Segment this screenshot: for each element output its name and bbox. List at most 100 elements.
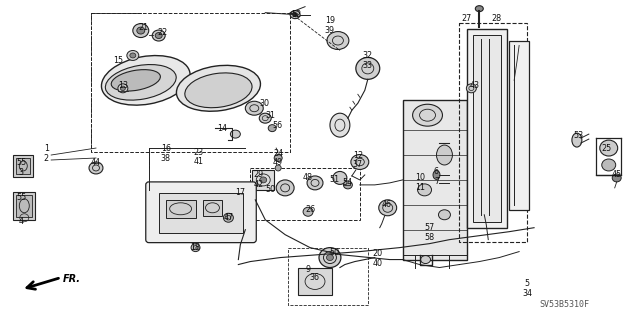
Text: 50: 50 — [265, 185, 275, 194]
Ellipse shape — [303, 207, 313, 216]
Text: 41: 41 — [193, 158, 204, 167]
Text: 44: 44 — [91, 159, 101, 167]
Ellipse shape — [326, 255, 333, 261]
Ellipse shape — [127, 50, 139, 60]
Ellipse shape — [260, 177, 267, 183]
Text: 33: 33 — [363, 61, 372, 70]
Text: 49: 49 — [273, 159, 284, 167]
Bar — [159, 193, 243, 233]
FancyBboxPatch shape — [146, 182, 256, 243]
Bar — [250, 168, 360, 220]
Ellipse shape — [118, 84, 128, 93]
Text: 20: 20 — [372, 249, 383, 258]
Bar — [252, 170, 274, 190]
Ellipse shape — [102, 56, 190, 105]
Ellipse shape — [290, 11, 300, 19]
Text: 52: 52 — [291, 10, 301, 19]
Text: 22: 22 — [157, 28, 168, 37]
Ellipse shape — [177, 65, 260, 111]
Bar — [460, 23, 527, 241]
Bar — [166, 200, 196, 218]
Ellipse shape — [111, 70, 161, 91]
Ellipse shape — [333, 171, 347, 184]
Ellipse shape — [245, 101, 263, 115]
Text: 7: 7 — [434, 177, 439, 186]
Text: 40: 40 — [372, 259, 383, 268]
Ellipse shape — [467, 84, 476, 93]
Ellipse shape — [120, 86, 125, 91]
Text: 32: 32 — [363, 51, 373, 60]
Ellipse shape — [572, 133, 582, 147]
Ellipse shape — [319, 248, 341, 268]
Ellipse shape — [152, 30, 165, 41]
Text: 15: 15 — [113, 56, 123, 65]
Text: 45: 45 — [612, 170, 622, 179]
Text: 42: 42 — [253, 180, 263, 189]
Text: 39: 39 — [325, 26, 335, 35]
Bar — [17, 158, 30, 174]
Text: 11: 11 — [415, 183, 426, 192]
Text: 17: 17 — [236, 188, 245, 197]
Ellipse shape — [292, 13, 298, 17]
Bar — [403, 100, 467, 260]
Ellipse shape — [274, 154, 282, 161]
Bar — [474, 34, 501, 222]
Ellipse shape — [133, 24, 148, 38]
Text: 30: 30 — [259, 99, 269, 108]
Text: 48: 48 — [303, 174, 313, 182]
Text: 29: 29 — [253, 170, 264, 179]
Text: 53: 53 — [574, 130, 584, 140]
Text: 1: 1 — [44, 144, 49, 152]
Text: 13: 13 — [118, 81, 128, 90]
Text: 21: 21 — [139, 23, 149, 32]
Text: 26: 26 — [305, 205, 315, 214]
Text: 14: 14 — [218, 124, 227, 133]
Bar — [13, 192, 35, 220]
Text: 6: 6 — [434, 167, 439, 176]
Text: 55: 55 — [16, 193, 26, 202]
Ellipse shape — [420, 256, 431, 263]
Ellipse shape — [600, 140, 618, 156]
Text: FR.: FR. — [63, 274, 81, 285]
Bar — [288, 248, 368, 305]
Bar — [17, 195, 32, 217]
Text: 25: 25 — [602, 144, 612, 152]
Text: 37: 37 — [353, 160, 363, 169]
Text: 46: 46 — [381, 200, 392, 209]
Ellipse shape — [433, 170, 440, 179]
Text: 54: 54 — [343, 178, 353, 187]
Text: 18: 18 — [191, 243, 200, 252]
Ellipse shape — [476, 6, 483, 12]
Ellipse shape — [356, 57, 380, 79]
Bar — [202, 200, 223, 216]
Text: 3: 3 — [19, 168, 24, 177]
Ellipse shape — [612, 174, 621, 182]
Text: 4: 4 — [19, 217, 24, 226]
Bar — [467, 29, 507, 228]
Text: 58: 58 — [424, 233, 435, 242]
Text: 31: 31 — [265, 111, 275, 120]
Text: 28: 28 — [491, 14, 501, 23]
Ellipse shape — [307, 176, 323, 190]
Bar — [298, 268, 332, 295]
Text: 16: 16 — [161, 144, 171, 152]
Bar — [91, 13, 290, 152]
Text: 50: 50 — [330, 248, 340, 257]
Ellipse shape — [275, 165, 281, 171]
Ellipse shape — [89, 162, 103, 174]
Ellipse shape — [106, 64, 176, 100]
Ellipse shape — [223, 213, 234, 222]
Ellipse shape — [379, 200, 397, 216]
Text: 5: 5 — [525, 279, 530, 288]
Ellipse shape — [344, 181, 353, 189]
Text: 9: 9 — [305, 265, 310, 274]
Text: 2: 2 — [44, 153, 49, 162]
Bar — [13, 155, 33, 177]
Ellipse shape — [330, 113, 350, 137]
Ellipse shape — [327, 32, 349, 49]
Text: 38: 38 — [161, 153, 171, 162]
Ellipse shape — [602, 159, 616, 171]
Text: 51: 51 — [330, 175, 340, 184]
Text: 57: 57 — [424, 223, 435, 232]
Text: 24: 24 — [273, 149, 284, 158]
